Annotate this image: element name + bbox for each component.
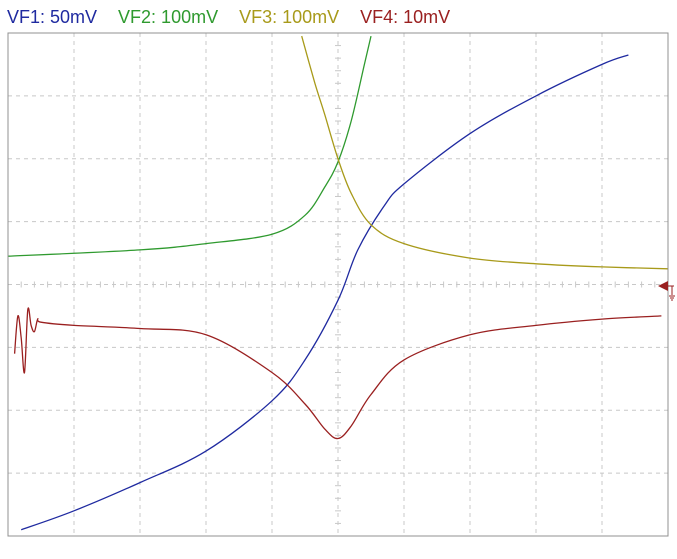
legend-vf1: VF1: 50mV: [7, 7, 98, 27]
legend-vf2: VF2: 100mV: [118, 7, 219, 27]
trace-vf2: [8, 35, 372, 257]
channel-legend: VF1: 50mV VF2: 100mV VF3: 100mV VF4: 10m…: [7, 5, 471, 29]
grid: [7, 32, 669, 537]
trace-vf3: [301, 35, 668, 270]
legend-vf3: VF3: 100mV: [239, 7, 340, 27]
trace-vf4: [13, 307, 662, 440]
trigger-level-marker-icon[interactable]: [658, 281, 675, 301]
trace-vf1: [20, 54, 629, 531]
marker-arrow: [658, 281, 668, 291]
traces: [8, 35, 668, 531]
legend-vf4: VF4: 10mV: [360, 7, 451, 27]
